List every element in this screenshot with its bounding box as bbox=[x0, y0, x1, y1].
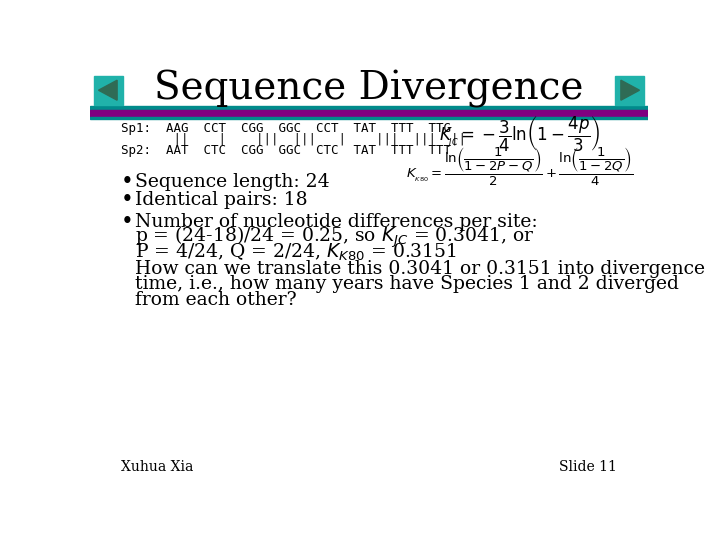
Text: time, i.e., how many years have Species 1 and 2 diverged: time, i.e., how many years have Species … bbox=[135, 275, 679, 293]
Bar bbox=[90, 106, 648, 110]
Text: •: • bbox=[121, 171, 134, 193]
Text: •: • bbox=[121, 211, 134, 233]
Text: P = 4/24, Q = 2/24, $K_{K80}$ = 0.3151: P = 4/24, Q = 2/24, $K_{K80}$ = 0.3151 bbox=[135, 241, 457, 262]
Text: •: • bbox=[121, 188, 134, 211]
Text: ||    |    |||  |||   |    |||  |||  ||: || | ||| ||| | ||| ||| || bbox=[121, 133, 466, 146]
Polygon shape bbox=[99, 80, 117, 100]
Text: Sequence length: 24: Sequence length: 24 bbox=[135, 173, 330, 191]
Text: from each other?: from each other? bbox=[135, 291, 297, 309]
Text: Identical pairs: 18: Identical pairs: 18 bbox=[135, 191, 307, 208]
Bar bbox=[615, 76, 644, 105]
Bar bbox=[90, 110, 648, 117]
Text: Xuhua Xia: Xuhua Xia bbox=[121, 460, 194, 474]
Text: Slide 11: Slide 11 bbox=[559, 460, 617, 474]
Text: Sp1:  AAG  CCT  CGG  GGC  CCT  TAT  TTT  TTG: Sp1: AAG CCT CGG GGC CCT TAT TTT TTG bbox=[121, 122, 451, 135]
Text: How can we translate this 0.3041 or 0.3151 into divergence: How can we translate this 0.3041 or 0.31… bbox=[135, 260, 705, 278]
Bar bbox=[94, 76, 123, 105]
Text: Sequence Divergence: Sequence Divergence bbox=[154, 70, 584, 109]
Text: Sp2:  AAT  CTC  CGG  GGC  CTC  TAT  TTT  TTT: Sp2: AAT CTC CGG GGC CTC TAT TTT TTT bbox=[121, 144, 451, 157]
Bar bbox=[90, 117, 648, 119]
Text: Number of nucleotide differences per site:: Number of nucleotide differences per sit… bbox=[135, 213, 538, 231]
Polygon shape bbox=[621, 80, 639, 100]
Text: $K_{_{K80}} = \dfrac{\ln\!\left(\dfrac{1}{1-2P-Q}\right)}{2}+\dfrac{\ln\!\left(\: $K_{_{K80}} = \dfrac{\ln\!\left(\dfrac{1… bbox=[406, 145, 634, 187]
Text: p = (24-18)/24 = 0.25, so $K_{JC}$ = 0.3041, or: p = (24-18)/24 = 0.25, so $K_{JC}$ = 0.3… bbox=[135, 225, 534, 250]
Text: $K_{_{\!JC}} = -\dfrac{3}{4}\ln\!\left(1-\dfrac{4p}{3}\right)$: $K_{_{\!JC}} = -\dfrac{3}{4}\ln\!\left(1… bbox=[439, 115, 601, 154]
